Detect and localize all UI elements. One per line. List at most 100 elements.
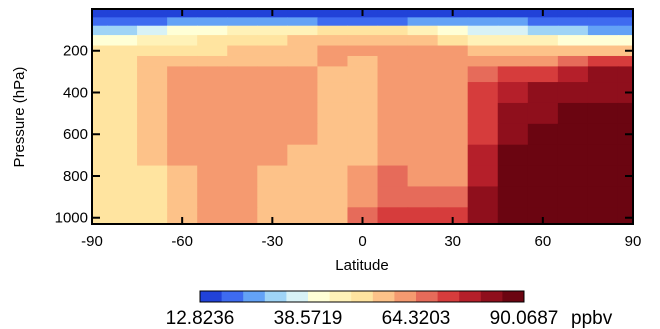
heatmap-cell [287, 102, 319, 125]
heatmap-cell [377, 66, 409, 83]
x-tick-label: -30 [261, 233, 283, 250]
heatmap-cell [257, 45, 288, 57]
heatmap-cell [617, 207, 633, 224]
heatmap-cell [527, 102, 559, 125]
colorbar-swatch [243, 291, 266, 302]
heatmap-cell [137, 82, 168, 104]
heatmap-cell [407, 102, 439, 125]
heatmap-cell [257, 102, 288, 125]
y-tick-label: 1000 [55, 210, 88, 227]
heatmap-cell [407, 123, 439, 146]
heatmap-cell [287, 25, 319, 36]
y-tick-label: 800 [63, 168, 88, 185]
colorbar-swatch [459, 291, 482, 302]
heatmap-cell [557, 55, 589, 68]
heatmap-cell [317, 45, 349, 57]
heatmap-cell [287, 82, 319, 104]
heatmap-cell [92, 207, 108, 224]
heatmap-cell [107, 25, 138, 36]
heatmap-cell [407, 45, 439, 57]
heatmap-cell [437, 45, 469, 57]
heatmap-cell [197, 207, 228, 224]
heatmap-cell [617, 17, 633, 27]
heatmap-cell [497, 17, 529, 27]
heatmap-cell [587, 144, 619, 167]
heatmap-cell [557, 186, 589, 208]
heatmap-cell [137, 144, 168, 167]
heatmap-cell [137, 102, 168, 125]
heatmap-cell [92, 25, 108, 36]
heatmap-cell [557, 9, 589, 18]
heatmap-cell [137, 207, 168, 224]
heatmap-cell [167, 45, 198, 57]
heatmap-cell [557, 45, 589, 57]
heatmap-cell [437, 144, 469, 167]
heatmap-cell [437, 17, 469, 27]
colorbar-frame [199, 290, 525, 303]
heatmap-cell [197, 45, 228, 57]
heatmap-cell [527, 186, 559, 208]
heatmap-cell [107, 45, 138, 57]
heatmap-cell [257, 66, 288, 83]
heatmap-cell [617, 66, 633, 83]
heatmap-cell [407, 186, 439, 208]
heatmap-cell [167, 25, 198, 36]
heatmap-cell [497, 123, 529, 146]
heatmap-cell [377, 144, 409, 167]
heatmap-cell [227, 55, 258, 68]
heatmap-cell [197, 66, 228, 83]
y-tick-label: 600 [63, 126, 88, 143]
heatmap-cell [92, 144, 108, 167]
colorbar-swatches [200, 291, 525, 302]
heatmap-cell [137, 17, 168, 27]
heatmap-cell [317, 165, 349, 188]
heatmap-cell [497, 82, 529, 104]
heatmap-cell [617, 102, 633, 125]
heatmap-cell [407, 9, 439, 18]
heatmap-cell [377, 17, 409, 27]
heatmap-cell [197, 186, 228, 208]
heatmap-cell [467, 35, 499, 47]
heatmap-cell [527, 207, 559, 224]
heatmap-cell [167, 165, 198, 188]
colorbar-label: 90.0687 [490, 308, 559, 329]
heatmap-cell [347, 102, 379, 125]
heatmap-cell [227, 25, 258, 36]
heatmap-cell [497, 207, 529, 224]
heatmap-cell [92, 55, 108, 68]
heatmap-cell [197, 102, 228, 125]
colorbar-swatch [437, 291, 460, 302]
heatmap-cell [92, 66, 108, 83]
heatmap-cell [527, 45, 559, 57]
heatmap-cell [197, 165, 228, 188]
heatmap-cell [107, 207, 138, 224]
heatmap-cells [92, 9, 633, 224]
heatmap-cell [317, 9, 349, 18]
heatmap-cell [287, 144, 319, 167]
colorbar-swatch [308, 291, 331, 302]
heatmap-cell [347, 66, 379, 83]
heatmap-cell [347, 123, 379, 146]
heatmap-cell [437, 35, 469, 47]
heatmap-cell [467, 82, 499, 104]
colorbar-swatch [200, 291, 223, 302]
colorbar-swatch [394, 291, 417, 302]
heatmap-cell [557, 144, 589, 167]
heatmap-cell [467, 165, 499, 188]
heatmap-cell [107, 165, 138, 188]
heatmap-cell [377, 165, 409, 188]
heatmap-cell [197, 123, 228, 146]
heatmap-cell [317, 17, 349, 27]
heatmap-cell [437, 165, 469, 188]
heatmap-cell [287, 17, 319, 27]
heatmap-cell [227, 35, 258, 47]
heatmap-cell [107, 66, 138, 83]
heatmap-cell [257, 35, 288, 47]
heatmap-cell [587, 102, 619, 125]
heatmap-cell [407, 144, 439, 167]
heatmap-cell [227, 66, 258, 83]
heatmap-cell [137, 9, 168, 18]
heatmap-cell [587, 25, 619, 36]
heatmap-cell [377, 25, 409, 36]
heatmap-cell [287, 123, 319, 146]
